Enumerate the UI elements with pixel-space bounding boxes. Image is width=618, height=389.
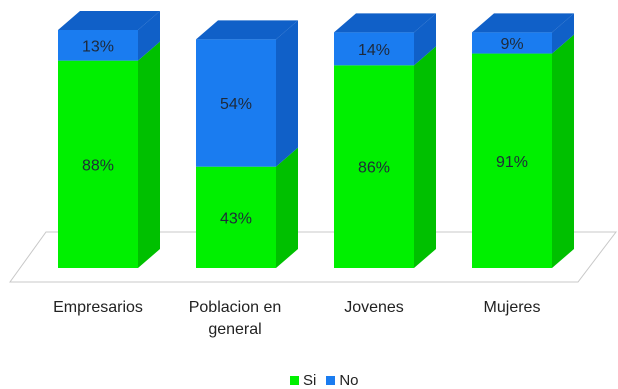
bar-mujeres-no bbox=[472, 32, 552, 54]
legend-label-si: Si bbox=[303, 372, 317, 389]
data-label-empresarios-no: 13% bbox=[82, 38, 114, 55]
data-label-poblacion-en-no: 54% bbox=[220, 96, 252, 113]
bar-side-poblacion-en-si bbox=[276, 147, 298, 268]
x-tick-label: Jovenes bbox=[344, 299, 404, 316]
bar-top-poblacion-en bbox=[196, 20, 298, 40]
bar-empresarios-si bbox=[58, 60, 138, 268]
bars-group: 88% 13% 43% 54% 86% 14% 91% 9% bbox=[58, 11, 574, 269]
bar-side-empresarios-no bbox=[138, 11, 160, 61]
bar-top-empresarios bbox=[58, 11, 160, 30]
bar-empresarios-no bbox=[58, 30, 138, 61]
x-tick-label: Poblacion en general bbox=[188, 299, 282, 338]
legend-item-si: Si bbox=[290, 372, 316, 389]
legend: Si No bbox=[290, 372, 365, 389]
bar-mujeres-si bbox=[472, 53, 552, 268]
legend-label-no: No bbox=[339, 372, 359, 389]
bar-top-mujeres bbox=[472, 13, 574, 33]
bar-top-jovenes bbox=[334, 13, 436, 33]
x-tick-label: Mujeres bbox=[483, 299, 541, 316]
bar-side-empresarios-si bbox=[138, 41, 160, 268]
data-label-empresarios-si: 88% bbox=[82, 157, 114, 174]
bar-side-jovenes-si bbox=[414, 46, 436, 269]
bar-poblacion-en-no bbox=[196, 39, 276, 167]
bar-side-mujeres-si bbox=[552, 34, 574, 268]
data-label-mujeres-no: 9% bbox=[500, 36, 523, 53]
bar-side-poblacion-en-no bbox=[276, 20, 298, 167]
bar-poblacion-en-si bbox=[196, 166, 276, 268]
legend-swatch-si bbox=[290, 376, 299, 385]
bar-jovenes-si bbox=[334, 65, 414, 269]
data-label-mujeres-si: 91% bbox=[496, 154, 528, 171]
legend-swatch-no bbox=[326, 376, 336, 385]
data-label-jovenes-si: 86% bbox=[358, 160, 390, 177]
data-label-jovenes-no: 14% bbox=[358, 42, 390, 59]
bar-side-jovenes-no bbox=[414, 13, 436, 66]
data-label-poblacion-en-si: 43% bbox=[220, 210, 252, 227]
legend-item-no: No bbox=[326, 372, 359, 389]
x-tick-label: Empresarios bbox=[53, 299, 143, 316]
chart-floor bbox=[9, 231, 618, 283]
bar-side-mujeres-no bbox=[552, 13, 574, 54]
bar-jovenes-no bbox=[334, 32, 414, 66]
